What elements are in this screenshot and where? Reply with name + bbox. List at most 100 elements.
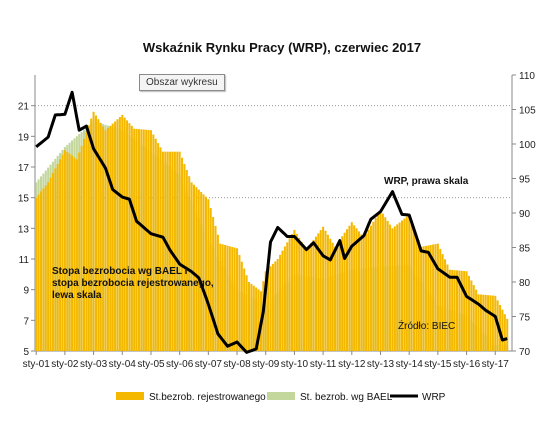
- right-tick-label: 105: [519, 106, 536, 117]
- x-tick-label: sty-02: [51, 359, 79, 370]
- registered-bar: [484, 294, 487, 351]
- registered-bar: [137, 129, 141, 351]
- registered-bar: [350, 222, 353, 351]
- registered-bar: [104, 130, 107, 351]
- registered-bar: [432, 244, 435, 351]
- registered-bar: [226, 245, 229, 351]
- registered-bar: [357, 231, 360, 351]
- registered-bar: [63, 150, 66, 351]
- registered-bar: [420, 246, 423, 351]
- registered-bar: [178, 151, 181, 351]
- registered-bar: [35, 197, 38, 351]
- registered-bar: [487, 295, 490, 351]
- registered-bar: [176, 151, 179, 351]
- registered-bar: [312, 239, 315, 351]
- registered-bar: [479, 294, 482, 351]
- registered-bar: [66, 151, 69, 351]
- registered-bar: [90, 118, 93, 351]
- left-tick-label: 17: [18, 163, 30, 174]
- left-tick-label: 5: [23, 347, 29, 358]
- x-tick-label: sty-07: [195, 359, 223, 370]
- registered-bar: [166, 151, 169, 351]
- registered-bar: [501, 309, 504, 351]
- registered-bar: [362, 237, 365, 351]
- registered-bar: [80, 145, 83, 351]
- registered-bar: [355, 228, 358, 351]
- registered-bar: [123, 117, 126, 351]
- registered-bar: [379, 209, 382, 351]
- registered-bar: [231, 246, 234, 351]
- registered-bar: [47, 182, 50, 351]
- wrp-line-series: [35, 90, 508, 354]
- registered-bar: [415, 233, 418, 351]
- registered-bar: [228, 246, 231, 351]
- registered-bar: [455, 270, 459, 351]
- registered-bar: [279, 254, 282, 351]
- registered-bar: [185, 170, 188, 351]
- registered-bar: [482, 294, 485, 351]
- registered-bar: [233, 247, 236, 351]
- legend: St.bezrob. rejestrowanego St. bezrob. wg…: [116, 392, 446, 403]
- x-tick-label: sty-11: [310, 359, 337, 370]
- registered-bar: [116, 119, 119, 351]
- registered-bar: [467, 275, 470, 351]
- registered-bar: [326, 234, 329, 351]
- right-tick-label: 90: [519, 209, 531, 220]
- left-tick-label: 7: [23, 316, 29, 327]
- registered-bar: [367, 229, 370, 351]
- unemployment-annotation-line-3: lewa skala: [52, 290, 102, 301]
- registered-bar: [212, 216, 215, 351]
- right-tick-label: 75: [519, 313, 531, 324]
- registered-bar: [463, 271, 466, 351]
- bars-registered-series: [35, 111, 509, 352]
- registered-bar: [140, 129, 143, 351]
- registered-bar: [221, 244, 224, 351]
- registered-bar: [475, 289, 478, 351]
- registered-bar: [197, 189, 200, 351]
- left-tick-label: 9: [23, 286, 29, 297]
- registered-bar: [219, 243, 222, 351]
- right-tick-label: 70: [519, 347, 531, 358]
- registered-bar: [51, 173, 54, 351]
- registered-bar: [372, 221, 375, 351]
- registered-bar: [250, 283, 253, 351]
- registered-bar: [87, 125, 90, 351]
- registered-bar: [154, 138, 157, 351]
- registered-bar: [147, 129, 150, 351]
- registered-bar: [453, 270, 456, 351]
- x-tick-label: sty-13: [367, 359, 395, 370]
- x-tick-label: sty-16: [453, 359, 481, 370]
- registered-bar: [173, 151, 176, 351]
- registered-bar: [427, 245, 430, 351]
- registered-bar: [503, 314, 506, 351]
- registered-bar: [410, 220, 413, 351]
- registered-bar: [97, 119, 100, 351]
- x-tick-label: sty-09: [252, 359, 280, 370]
- registered-bar: [75, 159, 78, 351]
- registered-bar: [142, 129, 145, 351]
- registered-bar: [329, 238, 332, 351]
- legend-label-bael: St. bezrob. wg BAEL: [300, 392, 393, 403]
- registered-bar: [68, 153, 71, 351]
- registered-bar: [298, 237, 301, 351]
- unemployment-annotation-line-1: Stopa bezrobocia wg BAEL i: [52, 266, 188, 277]
- registered-bar: [319, 230, 322, 351]
- registered-bar: [494, 295, 497, 351]
- registered-bar: [506, 318, 509, 351]
- legend-label-registered: St.bezrob. rejestrowanego: [149, 392, 266, 403]
- registered-bar: [441, 254, 444, 351]
- registered-bar: [386, 220, 389, 351]
- registered-bar: [465, 271, 468, 351]
- registered-bar: [283, 246, 286, 351]
- registered-bar: [214, 225, 217, 351]
- registered-bar: [195, 187, 198, 351]
- registered-bar: [281, 250, 284, 351]
- registered-bar: [458, 270, 461, 351]
- registered-bar: [164, 151, 167, 351]
- registered-bar: [252, 285, 255, 351]
- registered-bar: [389, 224, 392, 351]
- registered-bar: [444, 259, 447, 351]
- registered-bar: [247, 282, 251, 351]
- registered-bar: [267, 268, 270, 351]
